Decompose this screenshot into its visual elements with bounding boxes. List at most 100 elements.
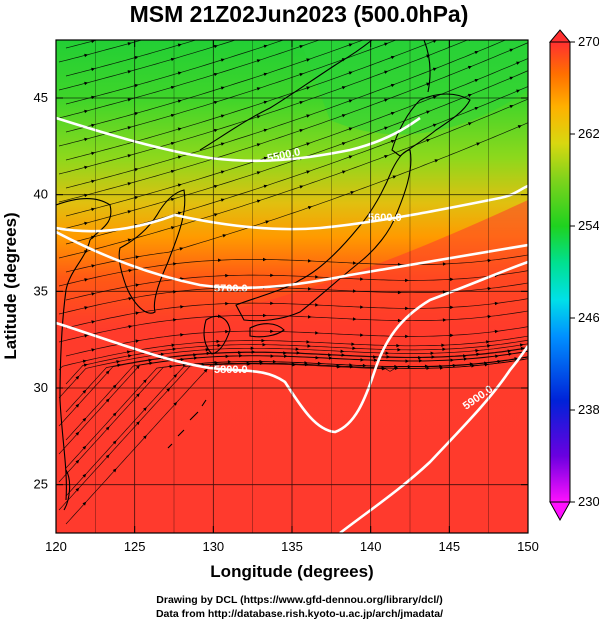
streamline-arrow	[91, 348, 96, 352]
streamline-arrow	[292, 362, 296, 367]
streamline-arrow	[494, 329, 499, 334]
streamline-arrow	[127, 126, 132, 130]
streamline-arrow	[160, 352, 165, 357]
streamline-arrow	[128, 324, 133, 329]
streamline-arrow	[360, 358, 365, 362]
streamline-arrow	[341, 170, 346, 174]
streamline-arrow	[328, 353, 332, 357]
streamline-arrow	[514, 357, 519, 361]
streamline-arrow	[127, 70, 132, 74]
streamline-arrow	[262, 342, 267, 347]
streamline-arrow	[486, 340, 490, 344]
streamline	[65, 40, 285, 105]
x-axis-label: Longitude (degrees)	[210, 562, 373, 581]
streamline-arrow	[352, 261, 357, 265]
streamline-arrow	[494, 301, 499, 306]
streamline-arrow	[238, 350, 242, 355]
streamline	[65, 298, 528, 329]
streamline-arrow	[84, 278, 89, 282]
y-tick-label: 40	[34, 187, 48, 202]
streamline-arrow	[509, 105, 514, 109]
streamline-arrow	[82, 389, 87, 394]
streamline-arrow	[263, 72, 268, 77]
streamline-arrow	[348, 99, 353, 103]
coastline-taiwan	[63, 469, 71, 511]
streamline-arrow	[82, 359, 87, 364]
streamline	[65, 270, 528, 301]
streamline-arrow	[112, 384, 117, 389]
green-region-upper-right	[300, 40, 528, 135]
streamline-arrow	[507, 349, 512, 353]
streamline	[65, 86, 528, 245]
streamline-arrow	[430, 351, 435, 356]
streamline-arrow	[307, 259, 312, 263]
streamline-arrow	[315, 331, 319, 335]
streamline-arrow	[450, 358, 455, 362]
streamline-arrow	[341, 142, 346, 146]
streamline-arrow	[134, 111, 139, 116]
streamline-arrow	[426, 366, 431, 370]
streamline-arrow	[222, 234, 227, 238]
streamline-arrow	[84, 165, 89, 170]
streamline-arrow	[213, 184, 218, 189]
streamline-arrow	[360, 277, 364, 281]
streamline-arrow	[177, 43, 182, 47]
x-tick-label: 120	[45, 539, 67, 554]
streamline-arrow	[105, 398, 110, 403]
streamline-arrow	[84, 109, 89, 114]
streamline-arrow	[299, 185, 304, 189]
streamline-arrow	[263, 128, 268, 133]
streamline-arrow	[135, 255, 140, 259]
streamline-arrow	[143, 435, 147, 440]
streamline-arrow	[213, 128, 218, 133]
streamline-arrow	[173, 373, 178, 378]
streamline-arrow	[134, 167, 139, 172]
streamline-arrow	[348, 155, 353, 159]
streamline-arrow	[128, 268, 133, 273]
streamline-arrow	[91, 320, 96, 324]
colorbar-tick-label: 238	[578, 402, 599, 417]
streamline-arrow	[84, 137, 89, 142]
streamline-arrow	[83, 363, 88, 367]
streamline-arrow	[256, 171, 261, 175]
streamline-arrow	[468, 10, 472, 13]
streamline-arrow	[256, 143, 261, 147]
streamline-arrow	[170, 57, 175, 62]
streamline-arrow	[247, 362, 251, 366]
streamline-arrow	[217, 343, 222, 348]
colorbar-gradient	[549, 41, 571, 503]
streamline-arrow	[516, 61, 521, 65]
streamline	[58, 254, 528, 287]
streamline-arrow	[528, 355, 532, 358]
streamline-arrow	[283, 354, 288, 358]
streamline-arrow	[263, 44, 268, 49]
streamline-arrow	[450, 305, 454, 310]
colorbar-tick-label: 230	[578, 494, 599, 509]
streamline-arrow	[474, 50, 479, 55]
streamline-arrow	[126, 350, 131, 354]
streamline-arrow	[91, 264, 96, 268]
streamline-arrow	[225, 301, 229, 306]
streamline-arrow	[206, 351, 211, 356]
streamline-arrow	[170, 169, 175, 174]
streamline-arrow	[256, 59, 261, 63]
colorbar-tick-label: 246	[578, 310, 599, 325]
streamline-arrow	[382, 366, 386, 371]
streamline-arrow	[360, 305, 364, 309]
colorbar-tick-label: 254	[578, 218, 599, 233]
streamline-arrow	[307, 344, 312, 348]
streamline-arrow	[170, 113, 175, 118]
streamline-arrow	[360, 333, 364, 337]
streamline-arrow	[75, 375, 80, 380]
streamline-arrow	[213, 100, 218, 105]
streamline-arrow	[127, 354, 132, 358]
streamline-arrow	[299, 128, 304, 133]
streamline-arrow	[205, 348, 210, 352]
streamline-arrow	[75, 403, 80, 408]
streamline-arrow	[341, 86, 346, 90]
streamline-arrow	[487, 344, 491, 348]
geopotential-contours	[56, 116, 528, 533]
colorbar-bottom-arrow	[549, 501, 571, 522]
streamline-arrow	[476, 352, 481, 357]
y-tick-label: 35	[34, 283, 48, 298]
